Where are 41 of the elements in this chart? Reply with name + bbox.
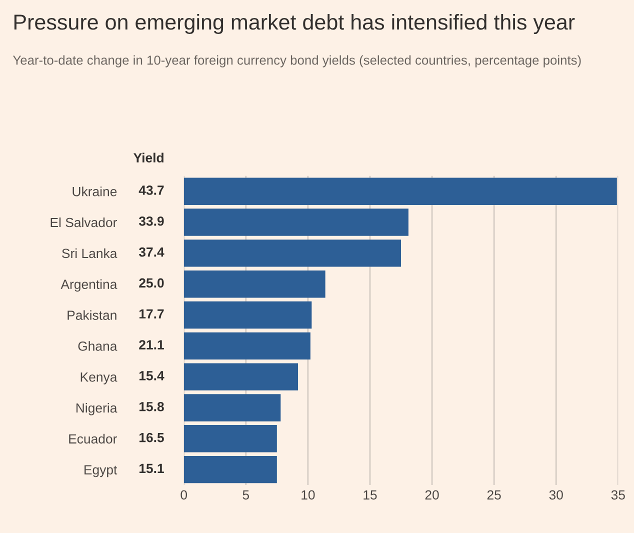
x-tick-label: 10 — [302, 490, 315, 500]
text: 43.7 — [138, 186, 164, 195]
text: 15.8 — [139, 402, 164, 412]
bar — [184, 208, 408, 236]
text: 21.1 — [139, 340, 164, 350]
bar — [184, 425, 277, 452]
text: 15.1 — [139, 464, 164, 474]
y-tick-label: El Salvador — [50, 217, 117, 228]
bar — [184, 394, 281, 422]
y-tick-label: Ukraine — [72, 186, 117, 196]
y-tick-label: Pakistan — [68, 310, 116, 320]
bar — [184, 363, 298, 390]
y-tick-label: Nigeria — [76, 402, 118, 416]
bar — [184, 332, 310, 360]
bar — [184, 240, 402, 267]
y-tick-label: Ghana — [78, 341, 118, 351]
y-tick-label: Argentina — [60, 279, 118, 292]
text: Yield — [134, 152, 164, 162]
chart-title: Pressure on emerging market debt has intensified this year — [14, 14, 575, 34]
bar — [184, 270, 326, 298]
y-tick-label: Ecuador — [69, 434, 117, 444]
bar — [184, 456, 277, 484]
x-tick-label: 5 — [242, 490, 250, 500]
text: 15.4 — [139, 371, 164, 380]
y-tick-label: Egypt — [84, 465, 118, 478]
x-tick-label: 35 — [611, 490, 625, 500]
text: 16.5 — [139, 432, 164, 442]
y-tick-label: Sri Lanka — [62, 248, 118, 258]
x-tick-label: 25 — [487, 490, 501, 500]
text: 33.9 — [138, 216, 164, 226]
x-tick-label: 15 — [364, 490, 377, 500]
x-tick-label: 20 — [425, 490, 439, 500]
x-tick-label: 0 — [180, 490, 188, 500]
text: 37.4 — [138, 247, 164, 257]
chart-subtitle: Year-to-date change in 10-year foreign currency bond yields (selected countries, percentage points) — [12, 55, 581, 68]
x-tick-label: 30 — [549, 490, 563, 500]
text: 17.7 — [139, 309, 164, 318]
y-tick-label: Kenya — [80, 372, 118, 384]
bar — [184, 301, 312, 329]
text: 25.0 — [139, 278, 164, 288]
bar — [184, 178, 617, 205]
